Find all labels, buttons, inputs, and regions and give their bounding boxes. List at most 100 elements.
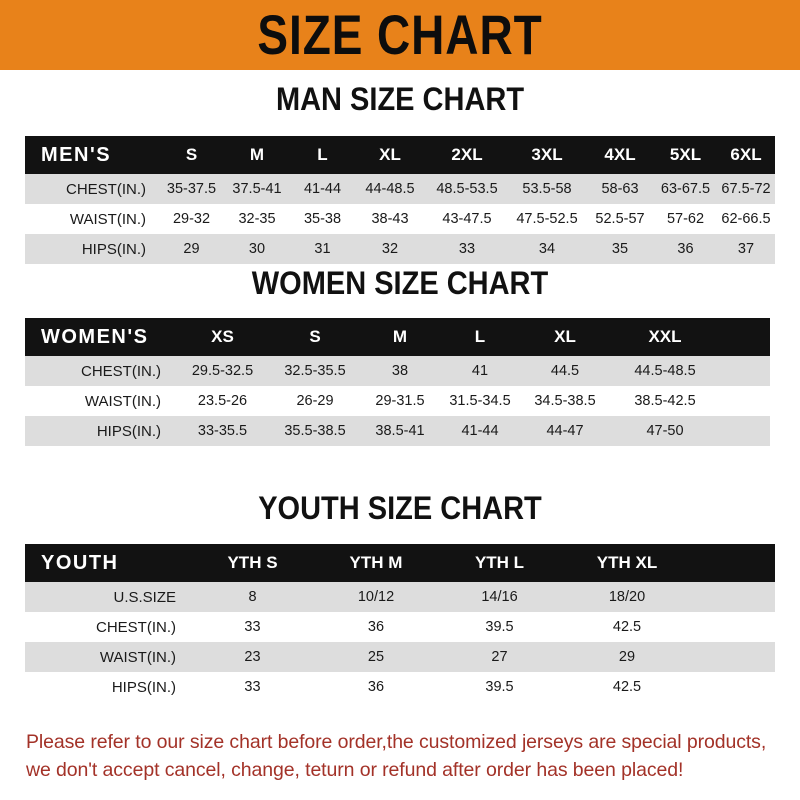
cell-value: 35-37.5 [166,181,217,197]
cell-value: 27 [491,649,508,665]
cell-value: 53.5-58 [522,181,572,197]
cell-spacer [720,356,770,386]
cell-value: 38.5-42.5 [634,393,696,409]
cell-value: 38.5-41 [375,423,425,439]
table-row: HIPS(IN.) 33-35.5 35.5-38.5 38.5-41 41-4… [25,416,770,446]
footer-note: Please refer to our size chart before or… [26,728,786,785]
header-size-4xl: 4XL [604,145,636,164]
header-size-yth-m: YTH M [349,553,403,572]
cell-value: 32 [381,241,399,257]
cell-spacer [692,582,775,612]
cell-value: 33 [244,679,261,695]
cell-value: 43-47.5 [442,211,492,227]
cell-value: 29 [618,649,636,665]
row-label-waist: WAIST(IN.) [99,648,176,666]
cell-value: 44-47 [546,423,584,439]
footer-note-line-2: we don't accept cancel, change, teturn o… [26,759,684,782]
cell-value: 29 [183,241,200,257]
cell-value: 14/16 [481,589,518,605]
header-size-xs: XS [211,327,234,346]
cell-value: 41-44 [461,423,499,439]
header-spacer [692,544,775,582]
row-label-waist: WAIST(IN.) [84,392,161,410]
cell-value: 18/20 [608,589,646,605]
table-header-row-youth: YOUTH YTH S YTH M YTH L YTH XL [25,544,775,582]
cell-value: 35 [611,241,629,257]
page-banner: SIZE CHART [0,0,800,70]
table-row: WAIST(IN.) 23.5-26 26-29 29-31.5 31.5-34… [25,386,770,416]
cell-value: 35-38 [303,211,342,227]
page-title: SIZE CHART [257,3,543,67]
cell-value: 37.5-41 [232,181,282,197]
header-size-l: L [474,327,486,346]
section-title-women: WOMEN SIZE CHART [251,266,549,302]
table-youth: YOUTH YTH S YTH M YTH L YTH XL U.S.SIZE … [25,544,775,702]
cell-value: 23.5-26 [197,393,248,409]
cell-spacer [692,612,775,642]
header-size-s: S [185,145,198,164]
cell-value: 23 [244,649,261,665]
cell-value: 33-35.5 [197,423,248,439]
table-header-row-women: WOMEN'S XS S M L XL XXL [25,318,770,356]
row-label-hips: HIPS(IN.) [111,678,176,696]
header-size-l: L [317,145,328,164]
header-label-mens: MEN'S [41,143,112,166]
cell-value: 36 [677,241,694,257]
cell-value: 8 [248,589,257,605]
cell-spacer [720,416,770,446]
cell-value: 25 [367,649,385,665]
cell-spacer [720,386,770,416]
cell-value: 44.5-48.5 [634,363,696,379]
cell-value: 47.5-52.5 [516,211,578,227]
cell-spacer [692,672,775,702]
cell-value: 38-43 [371,211,409,227]
cell-value: 57-62 [666,211,705,227]
cell-spacer [692,642,775,672]
footer-note-line-1: Please refer to our size chart before or… [26,731,767,753]
header-size-m: M [249,145,265,164]
cell-value: 52.5-57 [595,211,645,227]
table-row: WAIST(IN.) 23 25 27 29 [25,642,775,672]
cell-value: 48.5-53.5 [436,181,498,197]
header-size-xl: XL [379,145,401,164]
cell-value: 38 [391,363,409,379]
table-row: CHEST(IN.) 35-37.5 37.5-41 41-44 44-48.5… [25,174,775,204]
header-size-yth-l: YTH L [474,553,525,572]
cell-value: 41 [471,363,489,379]
cell-value: 35.5-38.5 [284,423,346,439]
cell-value: 41-44 [303,181,342,197]
cell-value: 30 [248,241,266,257]
header-spacer [720,318,770,356]
cell-value: 29.5-32.5 [191,363,254,379]
header-size-xxl: XXL [648,327,682,346]
header-size-xl: XL [554,327,576,346]
table-row: HIPS(IN.) 33 36 39.5 42.5 [25,672,775,702]
cell-value: 44-48.5 [365,181,415,197]
cell-value: 62-66.5 [721,211,771,227]
table-row: WAIST(IN.) 29-32 32-35 35-38 38-43 43-47… [25,204,775,234]
cell-value: 36 [367,679,385,695]
cell-value: 34.5-38.5 [534,393,596,409]
row-label-chest: CHEST(IN.) [96,618,176,636]
cell-value: 33 [458,241,476,257]
cell-value: 47-50 [646,423,684,439]
table-man: MEN'S S M L XL 2XL 3XL 4XL 5XL 6XL CHEST… [25,136,775,264]
cell-value: 34 [538,241,556,257]
cell-value: 33 [244,619,261,635]
row-label-waist: WAIST(IN.) [69,210,146,228]
cell-value: 42.5 [612,679,642,695]
cell-value: 32-35 [238,211,276,227]
header-size-yth-s: YTH S [227,553,278,572]
header-size-6xl: 6XL [730,145,762,164]
cell-value: 36 [367,619,385,635]
header-size-3xl: 3XL [531,145,563,164]
cell-value: 31.5-34.5 [449,393,511,409]
header-size-yth-xl: YTH XL [596,553,658,572]
cell-value: 67.5-72 [721,181,771,197]
row-label-hips: HIPS(IN.) [81,240,146,258]
header-label-womens: WOMEN'S [41,325,149,348]
header-size-5xl: 5XL [669,145,702,164]
cell-value: 29-31.5 [375,393,425,409]
cell-value: 42.5 [612,619,642,635]
